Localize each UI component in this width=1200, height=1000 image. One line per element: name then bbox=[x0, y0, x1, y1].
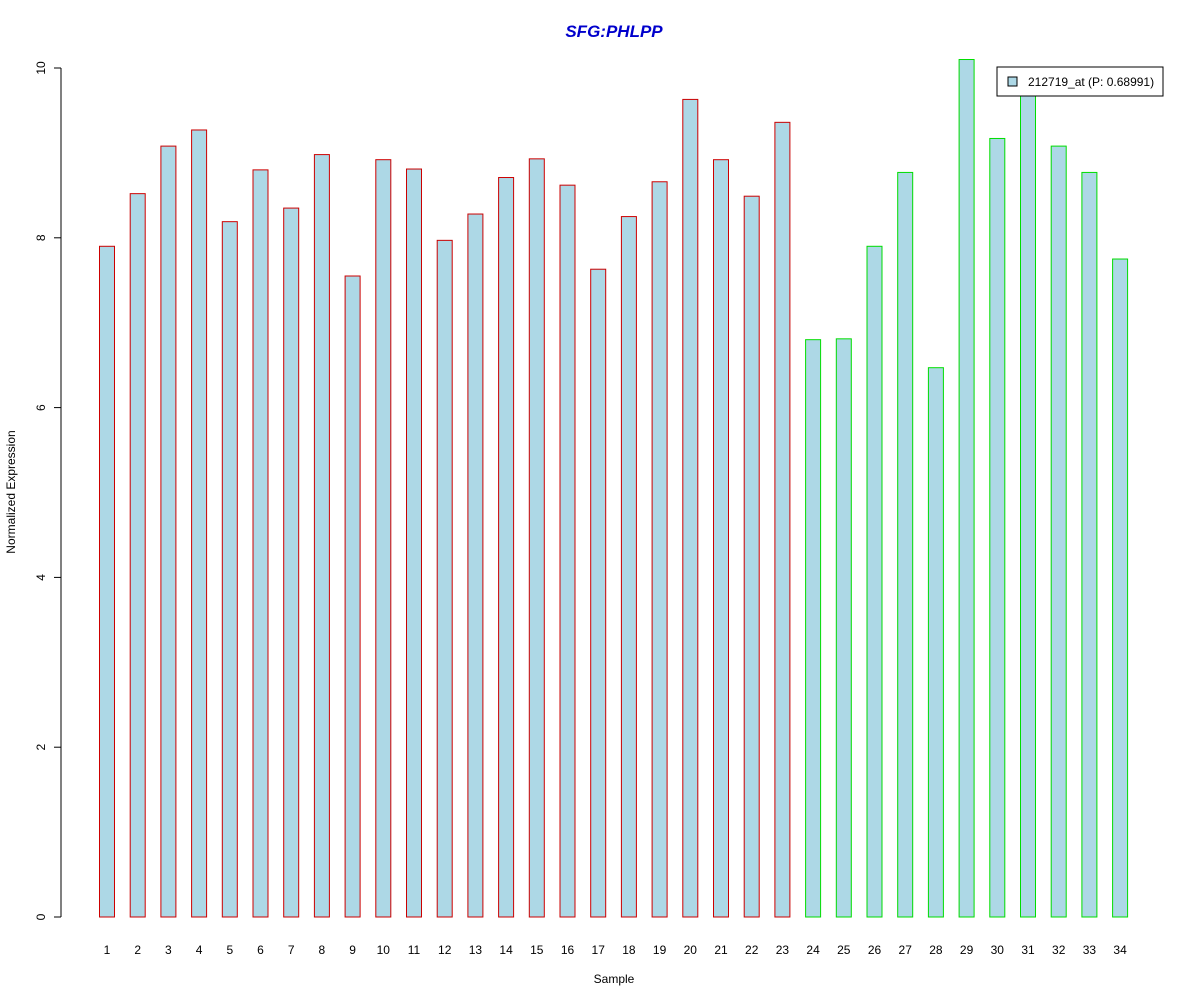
bar-sample-7 bbox=[283, 207, 300, 918]
x-tick-label: 30 bbox=[991, 943, 1005, 957]
bar-sample-11 bbox=[406, 168, 422, 918]
y-tick-label: 6 bbox=[34, 404, 48, 411]
x-tick-label: 25 bbox=[837, 943, 851, 957]
x-axis-label: Sample bbox=[594, 972, 635, 986]
x-tick-label: 4 bbox=[196, 943, 203, 957]
bar-sample-6 bbox=[252, 169, 269, 918]
legend: 212719_at (P: 0.68991) bbox=[996, 66, 1164, 97]
x-tick-label: 21 bbox=[714, 943, 728, 957]
x-tick-label: 32 bbox=[1052, 943, 1066, 957]
x-tick-label: 14 bbox=[499, 943, 513, 957]
bars-group bbox=[99, 59, 1129, 918]
bar-sample-20 bbox=[682, 98, 699, 918]
x-tick-label: 28 bbox=[929, 943, 943, 957]
y-axis: 0 2 4 6 8 10 bbox=[34, 61, 62, 920]
bar-sample-28 bbox=[927, 367, 944, 918]
bar-sample-1 bbox=[99, 245, 115, 918]
legend-box bbox=[996, 66, 1164, 97]
x-tick-label: 10 bbox=[377, 943, 391, 957]
y-tick-label: 10 bbox=[34, 61, 48, 75]
bar-sample-8 bbox=[313, 154, 330, 918]
x-tick-label: 13 bbox=[469, 943, 483, 957]
x-tick-label: 22 bbox=[745, 943, 759, 957]
bar-sample-12 bbox=[436, 239, 453, 918]
x-tick-label: 8 bbox=[319, 943, 326, 957]
bar-sample-15 bbox=[528, 158, 545, 918]
x-tick-label: 17 bbox=[592, 943, 606, 957]
bar-sample-21 bbox=[713, 159, 729, 918]
bar-sample-4 bbox=[191, 129, 208, 918]
x-tick-label: 26 bbox=[868, 943, 882, 957]
x-tick-label: 9 bbox=[349, 943, 356, 957]
x-tick-label: 7 bbox=[288, 943, 295, 957]
bar-sample-34 bbox=[1112, 258, 1129, 918]
bar-sample-27 bbox=[897, 171, 914, 918]
bar-sample-30 bbox=[989, 137, 1006, 918]
x-tick-label: 19 bbox=[653, 943, 667, 957]
bar-sample-32 bbox=[1050, 145, 1067, 918]
y-tick-label: 8 bbox=[34, 234, 48, 241]
x-tick-label: 31 bbox=[1021, 943, 1035, 957]
chart-title: SFG:PHLPP bbox=[565, 22, 663, 41]
x-tick-label: 29 bbox=[960, 943, 974, 957]
bar-sample-16 bbox=[559, 184, 576, 918]
bar-sample-23 bbox=[774, 121, 791, 918]
x-tick-labels: 1 2 3 4 5 6 7 8 9 10 11 12 13 14 15 16 17 18 19 20 21 22 23 24 2… bbox=[104, 943, 1127, 957]
x-tick-label: 34 bbox=[1113, 943, 1127, 957]
x-tick-label: 11 bbox=[408, 943, 421, 957]
legend-swatch bbox=[1007, 76, 1018, 87]
bar-sample-31 bbox=[1020, 92, 1036, 918]
x-tick-label: 3 bbox=[165, 943, 172, 957]
bar-sample-17 bbox=[590, 268, 607, 918]
x-tick-label: 5 bbox=[226, 943, 233, 957]
x-tick-label: 24 bbox=[806, 943, 820, 957]
x-tick-label: 33 bbox=[1083, 943, 1097, 957]
bar-sample-22 bbox=[743, 195, 760, 918]
legend-label: 212719_at (P: 0.68991) bbox=[1028, 75, 1154, 89]
bar-sample-2 bbox=[129, 193, 146, 918]
bar-sample-29 bbox=[958, 59, 975, 918]
x-tick-label: 27 bbox=[899, 943, 913, 957]
y-axis-label: Normalized Expression bbox=[4, 430, 18, 553]
x-tick-label: 16 bbox=[561, 943, 575, 957]
bar-sample-24 bbox=[805, 339, 822, 918]
x-tick-label: 23 bbox=[776, 943, 790, 957]
x-tick-label: 6 bbox=[257, 943, 264, 957]
bar-sample-10 bbox=[375, 159, 392, 918]
y-tick-label: 0 bbox=[34, 913, 48, 920]
bar-sample-5 bbox=[221, 221, 238, 918]
bar-sample-14 bbox=[498, 177, 515, 918]
bar-sample-9 bbox=[344, 275, 361, 918]
x-tick-label: 15 bbox=[530, 943, 544, 957]
bar-sample-25 bbox=[835, 338, 852, 918]
bar-sample-18 bbox=[620, 216, 637, 918]
bar-sample-26 bbox=[866, 245, 883, 918]
bar-sample-19 bbox=[651, 181, 668, 918]
y-tick-label: 2 bbox=[34, 744, 48, 751]
x-tick-label: 1 bbox=[104, 943, 111, 957]
x-tick-label: 12 bbox=[438, 943, 452, 957]
x-tick-label: 18 bbox=[622, 943, 636, 957]
bar-sample-3 bbox=[160, 145, 177, 918]
x-tick-label: 2 bbox=[134, 943, 141, 957]
y-tick-label: 4 bbox=[34, 574, 48, 581]
bar-sample-33 bbox=[1081, 171, 1098, 918]
bar-sample-13 bbox=[467, 213, 484, 918]
x-tick-label: 20 bbox=[684, 943, 698, 957]
